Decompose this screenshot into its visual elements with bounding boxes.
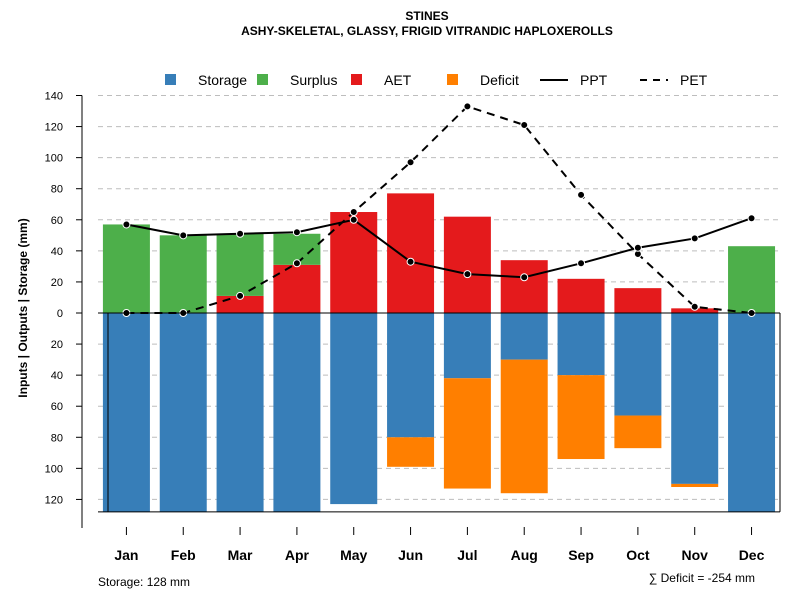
bar-storage-oct xyxy=(614,313,662,416)
y-tick-label: 40 xyxy=(51,370,63,382)
x-tick-label-jul: Jul xyxy=(457,547,477,563)
y-tick-label: 60 xyxy=(51,401,63,413)
legend-label-ppt: PPT xyxy=(580,72,608,88)
x-tick-label-apr: Apr xyxy=(285,547,310,563)
pet-point-sep xyxy=(577,190,586,199)
y-axis-label: Inputs | Outputs | Storage (mm) xyxy=(16,218,30,397)
bar-aet-aug xyxy=(500,260,548,313)
x-tick-label-oct: Oct xyxy=(626,547,650,563)
pet-line xyxy=(126,105,752,314)
bar-storage-feb xyxy=(159,313,207,512)
bar-deficit-jun xyxy=(387,437,435,467)
ppt-point-nov xyxy=(690,234,699,243)
legend-swatch-aet xyxy=(351,74,362,85)
axes: 120 100 80 60 40 20 0 20 40 60 80 100 120 140 Jan Feb Ma… xyxy=(45,90,781,563)
y-tick-label: 0 xyxy=(57,308,63,320)
y-tick-label: 120 xyxy=(45,122,63,134)
y-tick-label: 80 xyxy=(51,432,63,444)
ppt-point-mar xyxy=(236,229,245,238)
chart-title: STINES xyxy=(405,9,448,23)
x-tick-label-jun: Jun xyxy=(398,547,423,563)
bar-aet-oct xyxy=(614,288,662,313)
ppt-point-jul xyxy=(463,270,472,279)
bar-storage-mar xyxy=(216,313,264,512)
legend-label-surplus: Surplus xyxy=(290,72,337,88)
bar-deficit-oct xyxy=(614,415,662,449)
legend-label-pet: PET xyxy=(680,72,708,88)
pet-point-aug xyxy=(520,121,529,130)
bar-storage-may xyxy=(330,313,378,505)
bar-storage-jul xyxy=(443,313,491,379)
bar-deficit-nov xyxy=(671,483,719,488)
y-tick-label: 100 xyxy=(45,153,63,165)
y-tick-label: 60 xyxy=(51,215,63,227)
pet-point-jun xyxy=(406,158,415,167)
pet-point-mar xyxy=(236,291,245,300)
ppt-point-dec xyxy=(747,214,756,223)
ppt-point-feb xyxy=(179,231,188,240)
gridlines xyxy=(98,94,780,500)
pet-point-may xyxy=(349,208,358,217)
y-tick-label: 140 xyxy=(45,90,63,102)
pet-point-apr xyxy=(292,259,301,268)
bar-aet-jul xyxy=(443,216,491,313)
pet-point-nov xyxy=(690,302,699,311)
legend-swatch-deficit xyxy=(447,74,458,85)
ppt-point-aug xyxy=(520,273,529,282)
y-tick-label: 80 xyxy=(51,184,63,196)
y-tick-label: 120 xyxy=(45,494,63,506)
ppt-point-jan xyxy=(122,220,131,229)
y-tick-label: 20 xyxy=(51,277,63,289)
bar-surplus-mar xyxy=(216,233,264,296)
y-tick-label: 40 xyxy=(51,246,63,258)
ppt-point-jun xyxy=(406,257,415,266)
legend-swatch-storage xyxy=(165,74,176,85)
bar-storage-apr xyxy=(273,313,321,512)
y-tick-label: 20 xyxy=(51,339,63,351)
bar-surplus-jan xyxy=(102,224,150,313)
bar-storage-nov xyxy=(671,313,719,484)
x-tick-label-mar: Mar xyxy=(228,547,253,563)
bar-surplus-feb xyxy=(159,235,207,313)
ppt-point-oct xyxy=(633,243,642,252)
x-tick-label-sep: Sep xyxy=(568,547,594,563)
bar-storage-aug xyxy=(500,313,548,360)
x-tick-label-feb: Feb xyxy=(171,547,196,563)
bar-surplus-dec xyxy=(728,246,776,313)
bars xyxy=(102,193,776,512)
bar-aet-may xyxy=(330,212,378,313)
ppt-line xyxy=(126,217,752,279)
x-tick-label-jan: Jan xyxy=(114,547,138,563)
chart-subtitle: ASHY-SKELETAL, GLASSY, FRIGID VITRANDIC … xyxy=(241,24,613,38)
bar-storage-jun xyxy=(387,313,435,438)
bar-deficit-aug xyxy=(500,359,548,494)
y-tick-label: 100 xyxy=(45,463,63,475)
ppt-point-sep xyxy=(577,259,586,268)
x-tick-label-dec: Dec xyxy=(739,547,765,563)
x-tick-label-nov: Nov xyxy=(681,547,708,563)
deficit-note: ∑ Deficit = -254 mm xyxy=(649,571,755,585)
bar-aet-sep xyxy=(557,278,605,313)
legend: Storage Surplus AET Deficit PPT PET xyxy=(165,72,708,88)
bar-storage-jan xyxy=(102,313,150,512)
ppt-point-apr xyxy=(292,228,301,237)
legend-label-aet: AET xyxy=(384,72,412,88)
pet-point-jul xyxy=(463,102,472,111)
legend-label-storage: Storage xyxy=(198,72,247,88)
legend-swatch-surplus xyxy=(257,74,268,85)
ppt-point-may xyxy=(349,215,358,224)
bar-storage-sep xyxy=(557,313,605,376)
bar-deficit-jul xyxy=(443,378,491,489)
bar-aet-jun xyxy=(387,193,435,313)
storage-note: Storage: 128 mm xyxy=(98,575,190,589)
series-lines xyxy=(122,102,756,317)
bar-aet-apr xyxy=(273,264,321,313)
x-tick-label-aug: Aug xyxy=(511,547,538,563)
bar-deficit-sep xyxy=(557,375,605,460)
bar-storage-dec xyxy=(728,313,776,512)
legend-label-deficit: Deficit xyxy=(480,72,519,88)
x-tick-label-may: May xyxy=(340,547,367,563)
